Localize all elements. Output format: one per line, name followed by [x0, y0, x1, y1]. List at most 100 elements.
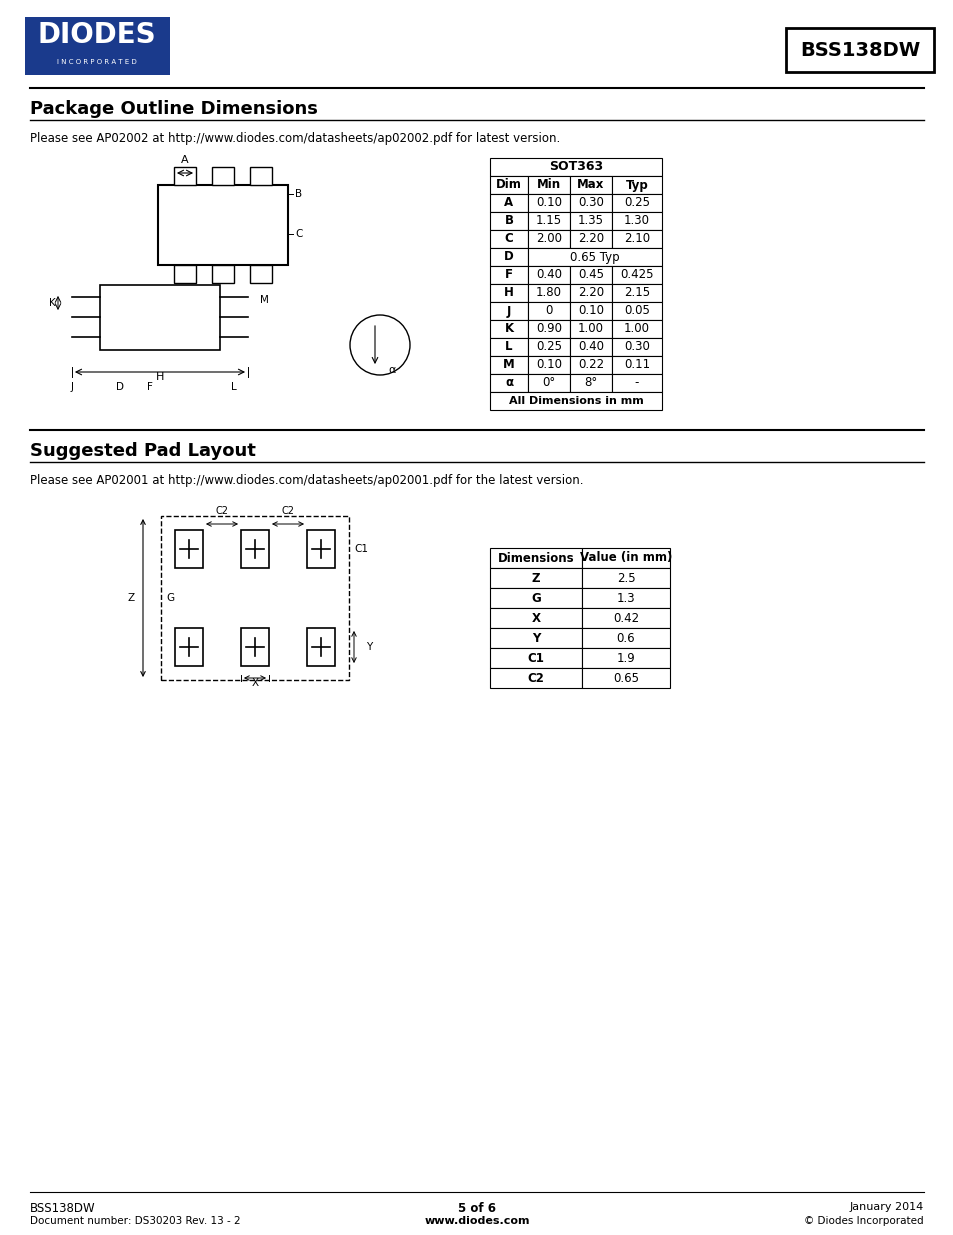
Text: 0.11: 0.11: [623, 358, 649, 372]
Bar: [490, 177, 527, 194]
Bar: [490, 668, 581, 688]
Bar: [100, 285, 220, 350]
Bar: [490, 248, 527, 266]
Text: 0.65: 0.65: [613, 672, 639, 684]
Text: A: A: [181, 156, 189, 165]
Bar: [307, 629, 335, 666]
Text: 0.25: 0.25: [536, 341, 561, 353]
Text: C2: C2: [527, 672, 544, 684]
Text: 0.10: 0.10: [536, 358, 561, 372]
Text: 0°: 0°: [542, 377, 555, 389]
Text: BSS138DW: BSS138DW: [30, 1202, 95, 1215]
Text: X: X: [252, 678, 258, 688]
Text: 1.00: 1.00: [623, 322, 649, 336]
Bar: [527, 284, 569, 303]
Bar: [569, 374, 612, 391]
Bar: [612, 266, 661, 284]
Text: H: H: [155, 372, 164, 382]
Text: B: B: [504, 215, 513, 227]
Bar: [569, 303, 612, 320]
Bar: [569, 194, 612, 212]
Bar: [490, 266, 527, 284]
Text: Value (in mm): Value (in mm): [579, 552, 672, 564]
Text: Y: Y: [531, 631, 539, 645]
Text: Please see AP02001 at http://www.diodes.com/datasheets/ap02001.pdf for the lates: Please see AP02001 at http://www.diodes.…: [30, 474, 583, 487]
Text: C: C: [294, 228, 302, 240]
Bar: [581, 588, 669, 608]
Text: G: G: [166, 593, 174, 603]
Text: M: M: [502, 358, 515, 372]
Bar: [158, 185, 288, 266]
Bar: [527, 230, 569, 248]
Bar: [490, 303, 527, 320]
Text: 8°: 8°: [584, 377, 597, 389]
Bar: [490, 629, 581, 648]
Bar: [490, 548, 581, 568]
Text: Package Outline Dimensions: Package Outline Dimensions: [30, 100, 317, 119]
Text: 0.90: 0.90: [536, 322, 561, 336]
Text: D: D: [116, 382, 124, 391]
Bar: [581, 648, 669, 668]
Bar: [569, 212, 612, 230]
Bar: [527, 266, 569, 284]
Bar: [527, 194, 569, 212]
Bar: [527, 374, 569, 391]
Text: 0.45: 0.45: [578, 268, 603, 282]
Text: 1.35: 1.35: [578, 215, 603, 227]
Text: Max: Max: [577, 179, 604, 191]
Text: L: L: [231, 382, 236, 391]
Text: X: X: [531, 611, 540, 625]
Text: 0.42: 0.42: [612, 611, 639, 625]
Text: 2.10: 2.10: [623, 232, 649, 246]
Bar: [241, 530, 269, 568]
Bar: [241, 629, 269, 666]
Text: 2.20: 2.20: [578, 232, 603, 246]
Bar: [250, 266, 272, 283]
Text: C: C: [504, 232, 513, 246]
Text: 0.30: 0.30: [578, 196, 603, 210]
Bar: [490, 608, 581, 629]
Text: Typ: Typ: [625, 179, 648, 191]
Bar: [490, 588, 581, 608]
Text: Suggested Pad Layout: Suggested Pad Layout: [30, 442, 255, 459]
Text: C2: C2: [215, 506, 229, 516]
Text: 0.40: 0.40: [536, 268, 561, 282]
Text: DIODES: DIODES: [38, 21, 156, 49]
Bar: [490, 374, 527, 391]
Bar: [490, 391, 661, 410]
Bar: [612, 194, 661, 212]
Bar: [581, 608, 669, 629]
Text: M: M: [260, 295, 269, 305]
Bar: [612, 230, 661, 248]
Text: α: α: [504, 377, 513, 389]
Text: 1.9: 1.9: [616, 652, 635, 664]
Bar: [612, 320, 661, 338]
Bar: [490, 194, 527, 212]
Bar: [569, 320, 612, 338]
Text: J: J: [71, 382, 73, 391]
Text: 0.6: 0.6: [616, 631, 635, 645]
Bar: [307, 530, 335, 568]
Text: Document number: DS30203 Rev. 13 - 2: Document number: DS30203 Rev. 13 - 2: [30, 1216, 240, 1226]
Text: 1.80: 1.80: [536, 287, 561, 300]
Text: Y: Y: [366, 642, 372, 652]
Text: 5 of 6: 5 of 6: [457, 1202, 496, 1215]
Text: F: F: [504, 268, 513, 282]
Bar: [527, 356, 569, 374]
Bar: [569, 177, 612, 194]
Text: 2.20: 2.20: [578, 287, 603, 300]
Text: 1.00: 1.00: [578, 322, 603, 336]
Text: 0.10: 0.10: [578, 305, 603, 317]
Bar: [581, 548, 669, 568]
Text: K: K: [50, 298, 56, 308]
Text: -: -: [634, 377, 639, 389]
Text: C1: C1: [354, 543, 368, 555]
Bar: [612, 177, 661, 194]
Bar: [612, 303, 661, 320]
Text: All Dimensions in mm: All Dimensions in mm: [508, 396, 642, 406]
Bar: [569, 266, 612, 284]
Text: January 2014: January 2014: [849, 1202, 923, 1212]
Text: Dim: Dim: [496, 179, 521, 191]
Text: K: K: [504, 322, 513, 336]
Text: 0: 0: [545, 305, 552, 317]
